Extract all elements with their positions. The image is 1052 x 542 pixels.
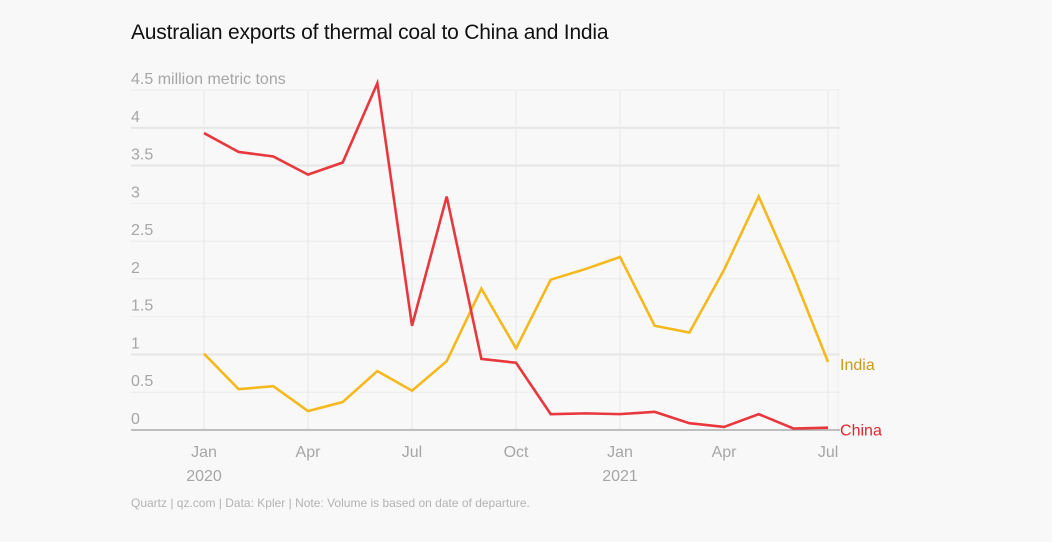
x-tick-label: Oct — [504, 444, 529, 461]
y-axis-ticks: 0 0.5 1 1.5 2 2.5 3 3.5 4 4.5 million metric tons — [131, 71, 286, 428]
y-tick-label: 0.5 — [131, 373, 153, 390]
x-axis-ticks: Jan 2020 Apr Jul Oct Jan 2021 Apr Jul — [186, 444, 838, 485]
x-tick-year-label: 2021 — [602, 468, 638, 485]
y-tick-label: 2.5 — [131, 222, 153, 239]
y-tick-label: 0 — [131, 411, 140, 428]
source-note: Quartz | qz.com | Data: Kpler | Note: Vo… — [131, 496, 530, 510]
y-tick-label: 1.5 — [131, 298, 153, 315]
x-tick-label: Jan — [191, 444, 217, 461]
series-labels: India China — [840, 357, 882, 440]
y-tick-label: 4 — [131, 109, 140, 126]
chart-title: Australian exports of thermal coal to Ch… — [131, 21, 609, 44]
x-tick-label: Jan — [607, 444, 633, 461]
series-label-india: India — [840, 357, 875, 374]
x-tick-label: Jul — [818, 444, 838, 461]
series-line-india — [203, 193, 830, 413]
series-label-china: China — [840, 423, 882, 440]
x-tick-year-label: 2020 — [186, 468, 222, 485]
y-tick-label: 2 — [131, 260, 140, 277]
x-tick-label: Apr — [712, 444, 738, 461]
series-lines — [203, 78, 830, 430]
y-tick-label: 1 — [131, 335, 140, 352]
y-tick-label: 3.5 — [131, 147, 153, 164]
gridlines — [131, 89, 840, 430]
y-tick-label: 4.5 million metric tons — [131, 71, 286, 88]
series-line-china — [203, 78, 829, 430]
y-tick-label: 3 — [131, 184, 140, 201]
x-tick-label: Jul — [402, 444, 422, 461]
x-tick-label: Apr — [296, 444, 322, 461]
